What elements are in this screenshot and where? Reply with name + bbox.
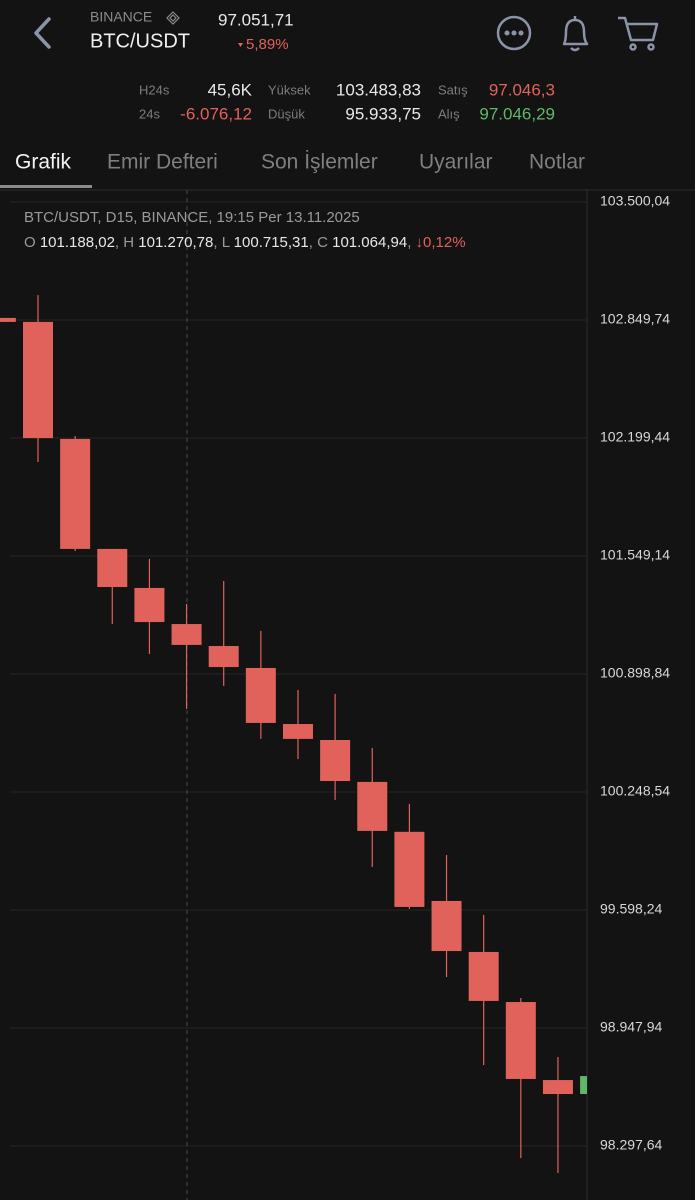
candle-body	[580, 1076, 587, 1095]
legend-label: O	[24, 234, 36, 251]
tab[interactable]: Emir Defteri	[107, 151, 218, 174]
candle-body	[505, 1002, 536, 1079]
candle-body	[320, 740, 351, 782]
stat-label: H24s	[139, 82, 170, 97]
stat-value: 95.933,75	[345, 104, 421, 123]
active-tab-underline	[0, 185, 92, 188]
legend-value: 101.064,94	[332, 234, 407, 251]
y-tick-label: 99.598,24	[600, 901, 662, 917]
legend-separator: ,	[309, 234, 313, 251]
y-tick-label: 103.500,04	[600, 193, 670, 209]
y-tick-label: 102.849,74	[600, 311, 670, 327]
chart-title: BTC/USDT, D15, BINANCE, 19:15 Per 13.11.…	[24, 209, 360, 226]
exchange: BINANCE	[90, 9, 152, 25]
legend-label: H	[123, 234, 134, 251]
cart-button[interactable]	[618, 16, 659, 51]
legend-separator: ,	[407, 234, 411, 251]
y-tick-label: 100.248,54	[600, 783, 670, 799]
candle-body	[245, 667, 276, 723]
candle-body	[0, 317, 16, 322]
y-tick-label: 98.947,94	[600, 1019, 662, 1035]
legend-change: ↓0,12%	[416, 234, 466, 251]
stat-value: 97.046,29	[479, 104, 555, 123]
candle-body	[171, 624, 202, 645]
legend-value: 101.188,02	[40, 234, 115, 251]
pair[interactable]: BTC/USDT	[90, 30, 190, 52]
exchange-icon	[166, 11, 180, 25]
legend-label: C	[317, 234, 328, 251]
grid: 103.500,04 102.849,74 102.199,44 101.549,14…	[10, 193, 670, 1153]
price: 97.051,71	[218, 10, 294, 29]
stat-label: Alış	[438, 106, 460, 121]
candle-body	[282, 724, 313, 739]
y-tick-label: 98.297,64	[600, 1137, 662, 1153]
y-tick-label: 102.199,44	[600, 429, 670, 445]
candle-body	[97, 548, 128, 588]
stat-label: Düşük	[268, 106, 305, 121]
tab[interactable]: Grafik	[15, 151, 72, 174]
candle-body	[60, 438, 91, 549]
candle-body	[357, 781, 388, 831]
legend-value: 101.270,78	[138, 234, 213, 251]
candle-body	[394, 831, 425, 907]
ohlc-legend: O 101.188,02, H 101.270,78, L 100.715,31…	[24, 234, 466, 251]
candle-body	[23, 321, 53, 439]
stat-value: -6.076,12	[180, 104, 252, 123]
tab[interactable]: Son İşlemler	[261, 151, 378, 174]
alerts-button[interactable]	[562, 16, 589, 52]
y-tick-label: 100.898,84	[600, 665, 670, 681]
legend-separator: ,	[115, 234, 119, 251]
tabs: Grafik Emir Defteri Son İşlemler Uyarılar No…	[15, 151, 585, 174]
tab[interactable]: Notlar	[529, 151, 585, 174]
candle-body	[468, 951, 499, 1001]
stat-value: 45,6K	[208, 80, 253, 99]
back-button[interactable]	[34, 17, 51, 49]
stat-value: 103.483,83	[336, 80, 421, 99]
y-tick-label: 101.549,14	[600, 547, 670, 563]
candle-body	[542, 1080, 573, 1095]
price-change: 5,89%	[246, 36, 289, 53]
candle-body	[134, 587, 165, 623]
candles	[0, 295, 587, 1173]
legend-label: L	[222, 234, 230, 251]
candle-body	[208, 646, 239, 668]
stat-label: Yüksek	[268, 82, 311, 97]
stat-label: Satış	[438, 82, 468, 97]
tab[interactable]: Uyarılar	[419, 151, 493, 174]
stats: H24s 45,6K 24s -6.076,12 Yüksek 103.483,83 Düş…	[139, 80, 555, 123]
candle-body	[431, 900, 462, 952]
legend-separator: ,	[213, 234, 217, 251]
legend-value: 100.715,31	[234, 234, 309, 251]
down-triangle	[238, 43, 243, 47]
stat-label: 24s	[139, 106, 160, 121]
more-button[interactable]	[496, 15, 532, 51]
stat-value: 97.046,3	[489, 80, 555, 99]
